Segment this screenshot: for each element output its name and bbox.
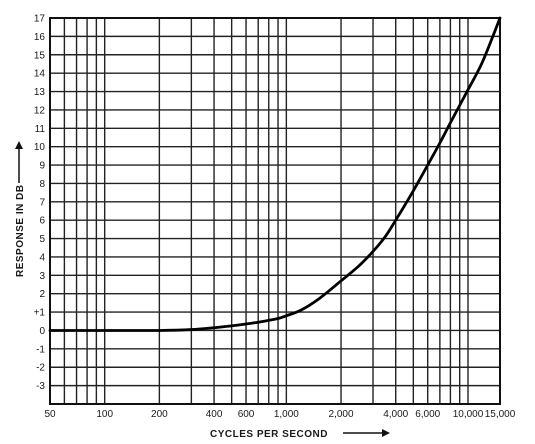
y-tick-label: 6	[39, 216, 45, 227]
y-tick-label: 3	[39, 271, 45, 282]
y-tick-label: 17	[34, 14, 46, 25]
y-tick-label: 13	[34, 87, 46, 98]
y-tick-label: 9	[39, 161, 45, 172]
y-tick-label: 14	[34, 69, 46, 80]
y-tick-label: 2	[39, 289, 45, 300]
y-axis-arrow-head	[15, 141, 23, 149]
y-tick-label: 10	[34, 142, 46, 153]
response-curve	[48, 16, 502, 332]
x-tick-label: 15,000	[485, 409, 516, 420]
y-tick-label: 16	[34, 32, 46, 43]
x-tick-label: 50	[44, 409, 56, 420]
y-tick-label: 15	[34, 50, 46, 61]
x-tick-label: 400	[206, 409, 223, 420]
x-tick-label: 200	[151, 409, 168, 420]
y-axis-title: RESPONSE IN DB	[15, 184, 26, 277]
grid-lines	[49, 17, 501, 405]
y-tick-label: 8	[39, 179, 45, 190]
y-tick-label: -1	[36, 344, 45, 355]
x-axis-title: CYCLES PER SECOND	[210, 429, 328, 440]
y-tick-label: -2	[36, 363, 45, 374]
x-tick-label: 2,000	[329, 409, 354, 420]
y-tick-label: 11	[35, 124, 46, 135]
x-tick-label: 4,000	[383, 409, 408, 420]
y-tick-label: +1	[34, 308, 46, 319]
x-tick-label: 6,000	[415, 409, 440, 420]
x-tick-labels: 50 100 200 400 600 1,000 2,000 4,000 6,000 10,000…	[44, 409, 515, 420]
x-axis-title-group: CYCLES PER SECOND	[210, 429, 390, 440]
y-tick-label: 7	[39, 197, 45, 208]
y-tick-label: 0	[39, 326, 45, 337]
x-tick-label: 600	[238, 409, 255, 420]
y-tick-labels: -3 -2 -1 0 +1 2 3 4 5 6 7 8 9 10 11 12 13 14 15 16 17	[34, 14, 46, 393]
x-tick-label: 1,000	[274, 409, 299, 420]
y-tick-label: -3	[36, 381, 45, 392]
y-tick-label: 5	[39, 234, 45, 245]
y-tick-label: 4	[39, 252, 45, 263]
y-axis-title-group: RESPONSE IN DB	[15, 141, 26, 277]
y-tick-label: 12	[34, 105, 46, 116]
x-axis-arrow-head	[382, 429, 390, 437]
x-tick-label: 10,000	[453, 409, 484, 420]
plot-frame	[49, 17, 501, 405]
x-tick-label: 100	[96, 409, 113, 420]
